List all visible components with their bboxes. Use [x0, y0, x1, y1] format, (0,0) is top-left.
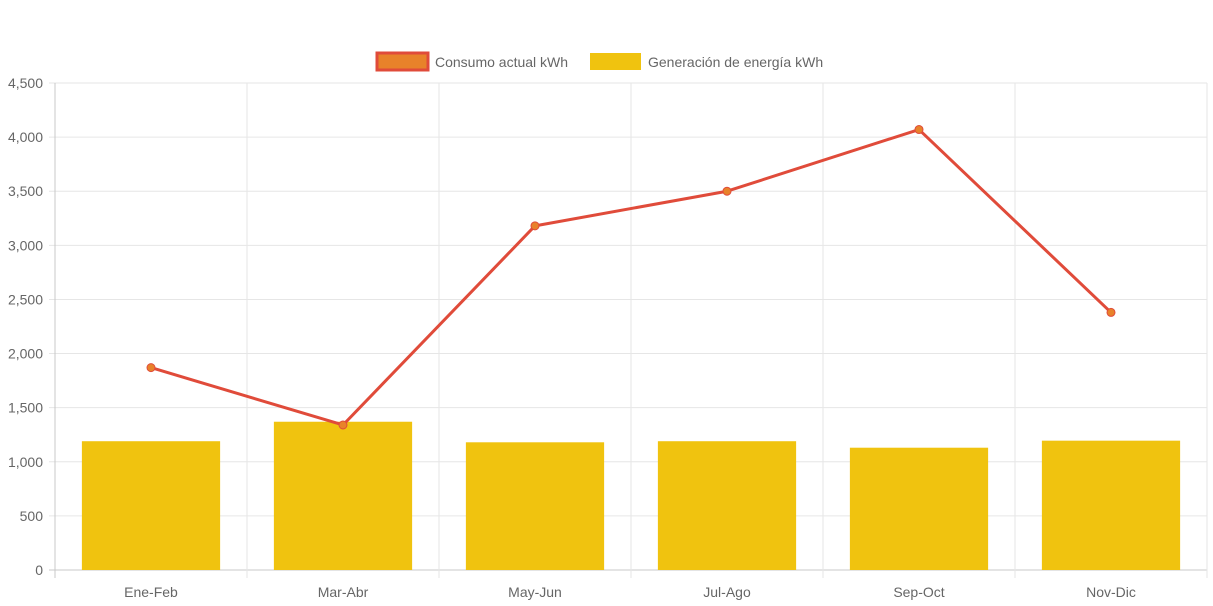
bar-generacion[interactable]: [81, 441, 221, 570]
bar-generacion[interactable]: [657, 441, 797, 570]
point-consumo[interactable]: [914, 125, 924, 135]
x-tick-label: Sep-Oct: [893, 584, 944, 600]
y-tick-label: 1,000: [8, 454, 43, 470]
legend-item-consumo[interactable]: Consumo actual kWh: [375, 51, 568, 72]
x-tick-label: Mar-Abr: [318, 584, 369, 600]
bar-generacion[interactable]: [849, 447, 989, 570]
line-consumo: [146, 125, 1116, 430]
legend-label-generacion: Generación de energía kWh: [648, 54, 823, 70]
y-tick-label: 2,000: [8, 346, 43, 362]
y-tick-label: 0: [35, 562, 43, 578]
x-tick-label: Ene-Feb: [124, 584, 178, 600]
x-tick-label: May-Jun: [508, 584, 562, 600]
y-tick-label: 3,500: [8, 183, 43, 199]
y-tick-label: 4,000: [8, 129, 43, 145]
y-axis: 0 500 1,000 1,500 2,000 2,500 3,000 3,500 4,000 4…: [8, 75, 43, 578]
legend-label-consumo: Consumo actual kWh: [435, 54, 568, 70]
series-line-consumo: [150, 128, 1113, 427]
point-consumo[interactable]: [722, 186, 732, 196]
y-tick-label: 3,000: [8, 237, 43, 253]
y-tick-label: 500: [20, 508, 44, 524]
y-tick-label: 2,500: [8, 291, 43, 307]
grid: [49, 82, 1208, 578]
y-tick-label: 1,500: [8, 400, 43, 416]
legend: Consumo actual kWh Generación de energía…: [375, 51, 823, 72]
legend-swatch-generacion: [590, 53, 641, 70]
bar-generacion[interactable]: [465, 442, 605, 570]
y-tick-label: 4,500: [8, 75, 43, 91]
point-consumo[interactable]: [338, 420, 348, 430]
point-consumo[interactable]: [146, 363, 156, 373]
point-consumo[interactable]: [1106, 307, 1116, 317]
bar-generacion[interactable]: [1041, 440, 1181, 570]
legend-item-generacion[interactable]: Generación de energía kWh: [590, 53, 823, 70]
x-axis: Ene-Feb Mar-Abr May-Jun Jul-Ago Sep-Oct Nov-D…: [124, 584, 1136, 600]
x-tick-label: Nov-Dic: [1086, 584, 1136, 600]
legend-swatch-consumo: [375, 51, 430, 72]
bar-generacion[interactable]: [273, 421, 413, 570]
bars-generacion: [81, 421, 1181, 570]
point-consumo[interactable]: [530, 221, 540, 231]
x-tick-label: Jul-Ago: [703, 584, 751, 600]
